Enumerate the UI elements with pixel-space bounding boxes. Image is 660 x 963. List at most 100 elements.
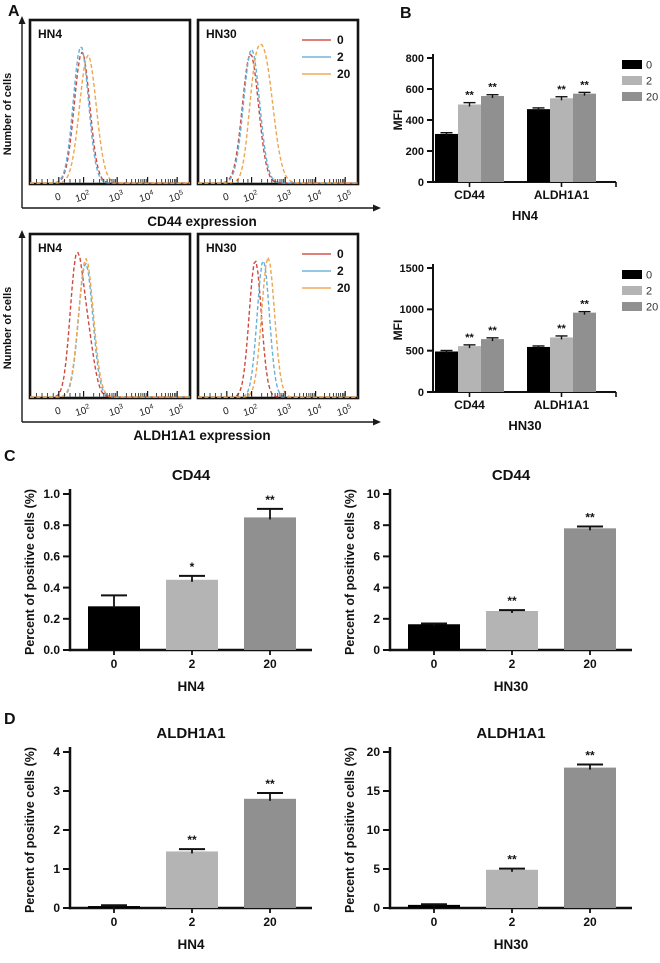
bar-0 bbox=[527, 346, 550, 392]
x-tick-label: 105 bbox=[335, 189, 353, 205]
y-axis-label: MFI bbox=[391, 320, 405, 341]
bar-2 bbox=[166, 851, 218, 908]
chart-flow-histogram-aldh1a1: Number of cells ALDH1A1 expression HN4 0 102… bbox=[0, 228, 388, 449]
panel-label-c: C bbox=[4, 448, 16, 465]
legend-label: 2 bbox=[337, 50, 344, 64]
bar-0 bbox=[88, 606, 140, 650]
bar-2 bbox=[486, 611, 538, 650]
x-tick-label: 20 bbox=[583, 915, 597, 929]
panel-label-a: A bbox=[8, 3, 20, 20]
y-tick-label: 6 bbox=[373, 550, 380, 564]
chart-percent-aldh1a1-hn4: ALDH1A1 Percent of positive cells (%) 0 1 2 3… bbox=[20, 710, 330, 963]
bar-20 bbox=[573, 312, 596, 392]
legend-label: 20 bbox=[337, 67, 351, 81]
x-axis-arrowhead bbox=[373, 204, 381, 212]
bar-20 bbox=[564, 528, 616, 650]
x-tick-label: 103 bbox=[107, 189, 125, 205]
legend-swatch-20 bbox=[622, 92, 642, 101]
legend-label: 2 bbox=[646, 76, 652, 88]
chart-percent-cd44-hn30: CD44 Percent of positive cells (%) 0 2 4 6 8 10… bbox=[340, 452, 650, 710]
flow-row-svg: Number of cells CD44 expression HN4 0 102 103… bbox=[2, 16, 381, 229]
x-tick-label: 102 bbox=[74, 403, 92, 419]
legend-label: 0 bbox=[337, 247, 344, 261]
category-label: ALDH1A1 bbox=[534, 188, 590, 202]
y-axis-arrowhead bbox=[18, 16, 26, 24]
significance-stars: ** bbox=[580, 299, 589, 311]
x-tick-label: 0 bbox=[222, 191, 231, 203]
y-tick-label: 2 bbox=[373, 612, 380, 626]
panel-label-b: B bbox=[400, 5, 412, 22]
x-tick-label: 0 bbox=[111, 915, 118, 929]
y-tick-label: 10 bbox=[367, 487, 381, 501]
y-tick-label: 1500 bbox=[400, 263, 424, 275]
significance-stars: ** bbox=[557, 323, 566, 335]
bar-chart-svg: CD44 Percent of positive cells (%) 0 2 4 6 8 10… bbox=[343, 467, 632, 694]
bar-20 bbox=[481, 95, 504, 182]
y-tick-label: 1.0 bbox=[43, 487, 60, 501]
y-tick-label: 3 bbox=[53, 784, 60, 798]
y-tick-label: 2 bbox=[53, 823, 60, 837]
y-axis-label: Number of cells bbox=[2, 73, 14, 156]
y-tick-label: 0.0 bbox=[43, 643, 60, 657]
bar-0 bbox=[435, 133, 458, 182]
bar-2 bbox=[550, 98, 573, 182]
histogram-frame bbox=[196, 18, 360, 186]
x-tick-label: 102 bbox=[242, 189, 260, 205]
significance-stars: ** bbox=[585, 510, 595, 524]
bar-chart-svg: ALDH1A1 Percent of positive cells (%) 0 5 10… bbox=[343, 725, 632, 952]
bar-0 bbox=[527, 109, 550, 182]
x-tick-label: 104 bbox=[306, 189, 324, 205]
bar-2 bbox=[458, 346, 481, 392]
x-axis-label: HN4 bbox=[512, 208, 539, 223]
legend-label: 0 bbox=[646, 60, 652, 72]
legend-label: 20 bbox=[646, 302, 658, 314]
legend-label: 0 bbox=[337, 33, 344, 47]
x-tick-label: 103 bbox=[107, 403, 125, 419]
legend-swatch-0 bbox=[622, 270, 642, 279]
y-tick-label: 20 bbox=[367, 745, 381, 759]
significance-stars: ** bbox=[585, 748, 595, 762]
x-tick-label: 0 bbox=[54, 405, 63, 417]
x-tick-label: 20 bbox=[583, 657, 597, 671]
category-label: ALDH1A1 bbox=[534, 398, 590, 412]
cell-line-label: HN4 bbox=[38, 27, 62, 41]
histogram-curve-20 bbox=[198, 256, 358, 398]
y-axis-label: Percent of positive cells (%) bbox=[343, 489, 357, 655]
bar-chart-svg: 0 500 1000 1500 MFI ** ** CD44 ** ** ALDH1A1 HN30 0 2… bbox=[391, 263, 658, 433]
y-tick-label: 0.4 bbox=[43, 581, 60, 595]
chart-title: CD44 bbox=[172, 467, 211, 484]
bar-2 bbox=[458, 104, 481, 182]
histogram-frame bbox=[196, 232, 360, 400]
significance-stars: ** bbox=[580, 79, 589, 91]
x-tick-label: 0 bbox=[222, 405, 231, 417]
significance-stars: ** bbox=[465, 90, 474, 102]
flow-row-svg: Number of cells ALDH1A1 expression HN4 0 102… bbox=[2, 230, 381, 443]
x-tick-label: 105 bbox=[167, 189, 185, 205]
x-tick-label: 103 bbox=[275, 403, 293, 419]
legend-swatch-20 bbox=[622, 302, 642, 311]
bar-2 bbox=[486, 869, 538, 908]
significance-stars: * bbox=[190, 560, 195, 574]
chart-title: CD44 bbox=[492, 467, 531, 484]
legend-swatch-0 bbox=[622, 60, 642, 69]
chart-percent-cd44-hn4: CD44 Percent of positive cells (%) 0.0 0.2 0… bbox=[20, 452, 330, 710]
x-tick-label: 0 bbox=[431, 657, 438, 671]
legend-swatch-2 bbox=[622, 76, 642, 85]
histogram-frame bbox=[28, 18, 192, 186]
chart-mfi-hn30: 0 500 1000 1500 MFI ** ** CD44 ** ** ALDH1A1 HN30 0 2… bbox=[388, 250, 660, 460]
y-tick-label: 5 bbox=[373, 862, 380, 876]
x-tick-label: 105 bbox=[335, 403, 353, 419]
significance-stars: ** bbox=[465, 332, 474, 344]
y-tick-label: 0.8 bbox=[43, 518, 60, 532]
chart-mfi-hn4: 0 200 400 600 800 MFI ** ** CD44 ** ** ALDH1A1 HN4 0 2… bbox=[388, 40, 660, 250]
x-tick-label: 104 bbox=[138, 189, 156, 205]
x-tick-label: 0 bbox=[431, 915, 438, 929]
x-tick-label: 0 bbox=[111, 657, 118, 671]
x-axis-label: HN4 bbox=[177, 937, 204, 952]
histogram-curve-20 bbox=[198, 43, 358, 184]
y-tick-label: 0 bbox=[373, 643, 380, 657]
y-tick-label: 400 bbox=[406, 115, 424, 127]
x-tick-label: 2 bbox=[189, 915, 196, 929]
y-tick-label: 15 bbox=[367, 784, 381, 798]
x-axis-label: HN30 bbox=[508, 418, 541, 433]
